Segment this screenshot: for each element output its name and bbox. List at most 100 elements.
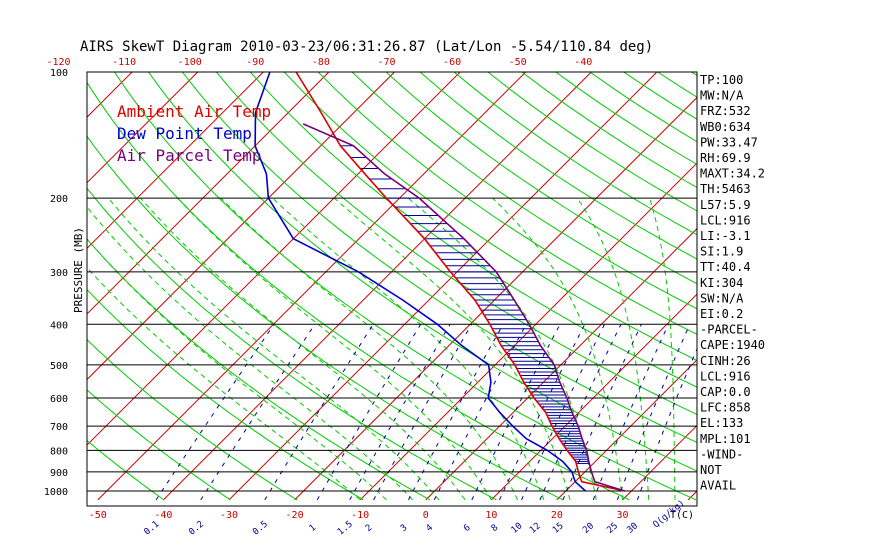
dry-adiabat-line xyxy=(760,72,870,500)
x-tick-label: -30 xyxy=(220,510,238,521)
index-entry: AVAIL xyxy=(700,479,736,493)
index-entry: -PARCEL- xyxy=(700,323,758,337)
dry-adiabat-line xyxy=(385,72,697,285)
mixing-ratio-line xyxy=(521,324,605,501)
index-entry: L57:5.9 xyxy=(700,198,751,212)
index-entry: NOT xyxy=(700,463,722,477)
index-entry: SW:N/A xyxy=(700,291,744,305)
dry-adiabat-line xyxy=(249,72,697,388)
isotherm-line xyxy=(87,72,199,184)
mixing-ratio-line xyxy=(264,324,374,501)
isotherm-line xyxy=(87,72,264,250)
mixing-ratio-line xyxy=(592,324,669,501)
index-entry: FRZ:532 xyxy=(700,104,751,118)
isotherm-line xyxy=(425,227,697,501)
chart-title: AIRS SkewT Diagram 2010-03-23/06:31:26.8… xyxy=(80,39,653,55)
index-entry: LCL:916 xyxy=(700,213,751,227)
index-entry: EL:133 xyxy=(700,416,743,430)
top-tick-label: -40 xyxy=(574,57,592,68)
mixing-ratio-line xyxy=(471,324,561,501)
dry-adiabat-line xyxy=(861,72,870,500)
x-tick-label: 30 xyxy=(617,510,629,521)
y-tick-label: 100 xyxy=(50,68,68,79)
y-tick-label: 1000 xyxy=(44,487,68,498)
grid-layer xyxy=(0,72,870,501)
x-tick-label: 10 xyxy=(485,510,497,521)
mixing-ratio-tick: 0.5 xyxy=(251,519,270,537)
mixing-ratio-tick: 15 xyxy=(551,521,566,536)
y-tick-label: 700 xyxy=(50,422,68,433)
y-axis-label: PRESSURE (MB) xyxy=(72,227,85,313)
mixing-ratio-line xyxy=(349,324,451,501)
index-entry: MW:N/A xyxy=(700,89,744,103)
index-entry: CINH:26 xyxy=(700,354,751,368)
legend-entry: Dew Point Temp xyxy=(117,124,252,143)
isotherm-line xyxy=(87,72,133,118)
top-tick-label: -120 xyxy=(46,57,70,68)
mixing-ratio-tick: 2 xyxy=(364,523,375,534)
index-entry: RH:69.9 xyxy=(700,151,751,165)
moist-adiabat-line xyxy=(333,197,571,501)
index-entry: TT:40.4 xyxy=(700,260,751,274)
isotherm-line xyxy=(0,72,67,500)
y-tick-label: 900 xyxy=(50,468,68,479)
x-tick-label: -10 xyxy=(351,510,369,521)
mixing-ratio-line xyxy=(539,324,622,501)
x-tick-label: -20 xyxy=(286,510,304,521)
dry-adiabat-line xyxy=(147,72,697,472)
y-tick-label: 500 xyxy=(50,361,68,372)
index-entry: TP:100 xyxy=(700,73,743,87)
mixing-ratio-line xyxy=(636,347,697,501)
dry-adiabat-line xyxy=(487,72,697,212)
top-tick-label: -70 xyxy=(377,57,395,68)
dry-adiabat-line xyxy=(87,439,165,501)
legend: Ambient Air Temp Dew Point Temp Air Parcel… xyxy=(117,102,271,165)
dry-adiabat-line xyxy=(317,72,697,335)
index-entry: MPL:101 xyxy=(700,432,751,446)
isotherm-line xyxy=(556,359,697,501)
moist-adiabat-line xyxy=(407,197,597,501)
moist-adiabat-line xyxy=(576,197,650,500)
dry-adiabat-line xyxy=(283,72,697,362)
mixing-ratio-tick: 4 xyxy=(425,523,436,534)
mixing-ratio-line xyxy=(373,324,473,501)
dry-adiabat-line xyxy=(87,288,364,501)
mixing-ratio-tick: 0.1 xyxy=(143,519,162,537)
dry-adiabat-line xyxy=(419,72,697,260)
isotherm-line xyxy=(97,72,527,501)
moist-adiabat-line xyxy=(108,197,440,501)
index-entry: LI:-3.1 xyxy=(700,229,751,243)
index-entry: WB0:634 xyxy=(700,120,751,134)
x-tick-label: -40 xyxy=(154,510,172,521)
mixing-ratio-line xyxy=(200,324,316,501)
isotherm-line xyxy=(87,72,461,446)
y-tick-label: 400 xyxy=(50,320,68,331)
index-entry: KI:304 xyxy=(700,276,743,290)
top-tick-label: -50 xyxy=(509,57,527,68)
index-entry: EI:0.2 xyxy=(700,307,743,321)
dry-adiabat-line xyxy=(87,338,298,501)
x-tick-label: 20 xyxy=(551,510,563,521)
mixing-ratio-tick: 1.5 xyxy=(336,519,355,537)
y-tick-label: 300 xyxy=(50,268,68,279)
index-entry: LFC:858 xyxy=(700,401,751,415)
series-line-ambient-air-temp xyxy=(295,72,625,492)
series-line-air-parcel-temp xyxy=(302,123,626,492)
dry-adiabat-line xyxy=(827,72,870,500)
mixing-ratio-line xyxy=(155,324,275,501)
moist-adiabat-line xyxy=(177,197,492,501)
mixing-ratio-tick: 0.2 xyxy=(187,519,206,537)
isotherm-line xyxy=(163,72,592,501)
x-axis-label: T(C) xyxy=(670,510,694,521)
mixing-ratio-lines xyxy=(155,324,697,501)
isotherm-line xyxy=(622,424,697,501)
moist-adiabat-line xyxy=(272,197,545,501)
legend-entry: Air Parcel Temp xyxy=(117,146,262,165)
isotherm-line xyxy=(359,162,697,501)
y-tick-label: 800 xyxy=(50,446,68,457)
top-tick-label: -110 xyxy=(112,57,136,68)
top-tick-label: -100 xyxy=(178,57,202,68)
x-tick-label: 0 xyxy=(423,510,429,521)
